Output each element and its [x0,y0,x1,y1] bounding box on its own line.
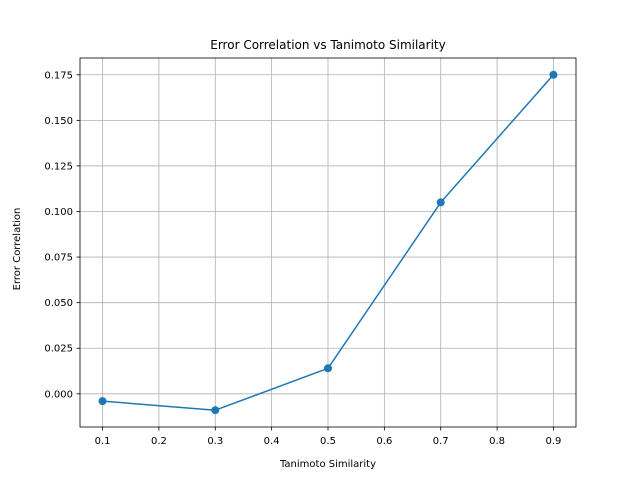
data-point [98,397,107,406]
axes [76,57,577,431]
y-tick-label: 0.175 [44,70,73,81]
y-tick-label: 0.025 [44,344,73,355]
y-tick-label: 0.075 [44,253,73,264]
x-tick-label: 0.9 [546,436,562,447]
data-point [211,406,220,415]
y-tick-label: 0.100 [44,207,73,218]
y-tick-label: 0.000 [44,389,73,400]
x-tick-label: 0.6 [376,436,392,447]
chart-title: Error Correlation vs Tanimoto Similarity [210,38,445,52]
y-tick-label: 0.125 [44,161,73,172]
y-tick-label: 0.050 [44,298,73,309]
x-tick-label: 0.5 [320,436,336,447]
x-tick-label: 0.7 [433,436,449,447]
x-tick-label: 0.8 [489,436,505,447]
y-tick-label: 0.150 [44,116,73,127]
y-axis-label: Error Correlation [12,208,23,291]
x-tick-label: 0.3 [207,436,223,447]
data-point [549,70,558,79]
data-point [324,364,332,373]
x-axis-label: Tanimoto Similarity [279,459,376,470]
x-tick-label: 0.4 [264,436,280,447]
series [98,70,558,415]
tick-labels: 0.1 0.2 0.3 0.4 0.5 0.6 0.7 0.8 0.9 0.000 0.025 0.0… [44,70,561,447]
data-point [436,198,445,207]
grid [80,58,576,427]
x-tick-label: 0.1 [95,436,111,447]
x-tick-label: 0.2 [151,436,167,447]
